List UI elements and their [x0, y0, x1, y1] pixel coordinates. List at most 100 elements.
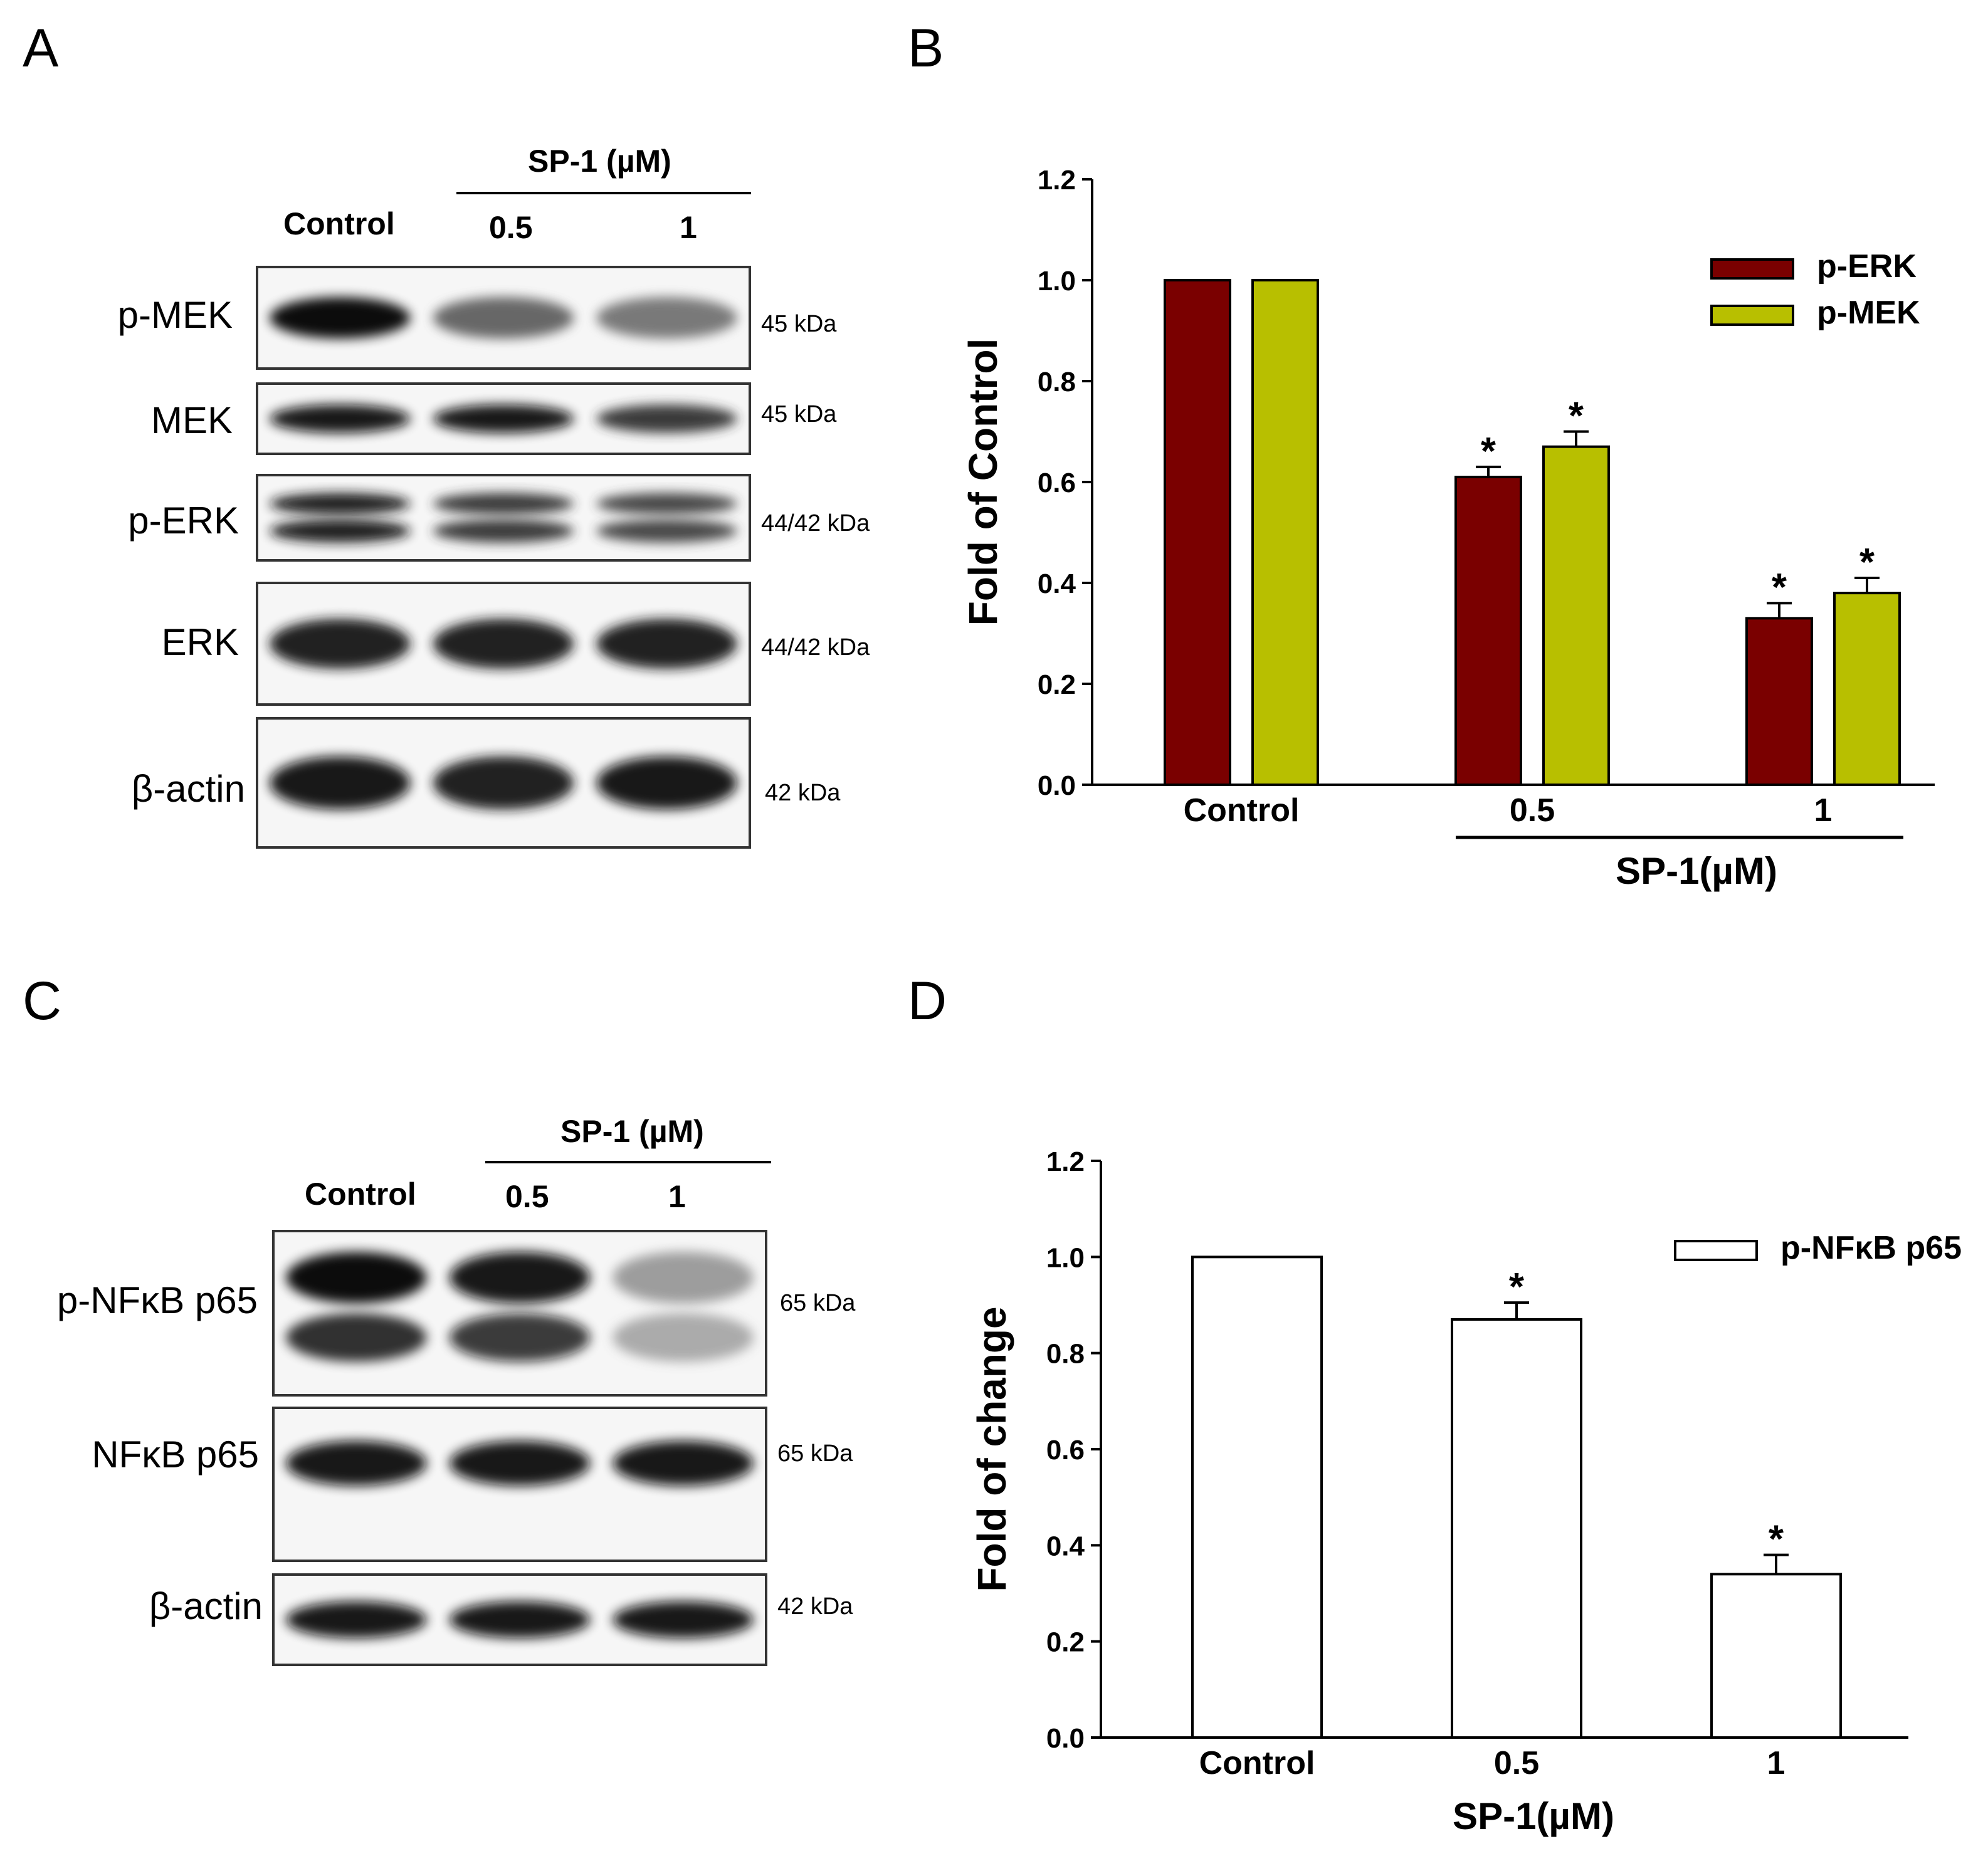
chart-b-significance-mark: * [1481, 430, 1496, 473]
chart-b-x-tick-label: 0.5 [1510, 792, 1555, 829]
blot-c-label-beta-actin: β-actin [149, 1585, 263, 1627]
chart-b-group-label: SP-1(µM) [1616, 850, 1777, 892]
chart-d-y-tick-label: 0.8 [1046, 1339, 1085, 1370]
blot-c-lane-0-5: 0.5 [505, 1179, 549, 1214]
chart-b-y-tick-label: 0.8 [1038, 367, 1076, 397]
blot-band [270, 296, 411, 339]
blot-a-treatment-label: SP-1 (µM) [528, 144, 671, 179]
chart-b-bar-p-mek-1 [1542, 445, 1610, 786]
blot-a-lane-1: 1 [680, 210, 697, 245]
blot-bands [270, 404, 737, 433]
chart-b-bar-p-erk-1 [1454, 475, 1522, 786]
chart-d-y-tick-label: 0.2 [1046, 1627, 1085, 1658]
chart-b-significance-mark: * [1569, 395, 1584, 438]
blot-band [613, 1251, 754, 1304]
blot-band [270, 404, 411, 433]
blot-a-membrane-erk [256, 582, 751, 706]
blot-c-label-p-nfkb-p65: p-NFκB p65 [56, 1279, 258, 1321]
blot-band [596, 756, 737, 810]
chart-b-bar-p-mek-0 [1251, 279, 1319, 786]
blot-a-label-p-erk: p-ERK [128, 500, 239, 542]
blot-band [433, 756, 574, 810]
chart-b-y-tick-label: 0.4 [1038, 569, 1076, 599]
chart-b-significance-mark: * [1859, 541, 1875, 584]
blot-band [433, 619, 574, 669]
blot-a-label-p-mek: p-MEK [117, 294, 233, 336]
blot-c-treatment-line [485, 1161, 771, 1163]
blot-bands [270, 493, 737, 543]
blot-bands [270, 756, 737, 810]
chart-b-y-tick-label: 0.2 [1038, 669, 1076, 700]
chart-d-x-tick-label: 1 [1767, 1745, 1786, 1781]
chart-b-bar-p-mek-2 [1833, 592, 1901, 786]
blot-band [596, 519, 737, 543]
chart-d-y-tick-label: 0.0 [1046, 1723, 1085, 1754]
blot-c-kda-nfkb-p65: 65 kDa [777, 1440, 853, 1467]
blot-bands [270, 619, 737, 669]
blot-c-lane-control: Control [305, 1177, 416, 1212]
blot-band [596, 296, 737, 339]
blot-band [613, 1601, 754, 1638]
chart-b-y-axis-label: Fold of Control [960, 338, 1006, 626]
blot-c-membrane-beta-actin [272, 1573, 767, 1666]
chart-d-x-axis-label: SP-1(µM) [1453, 1795, 1614, 1837]
blot-band [433, 404, 574, 433]
chart-b-x-tick-label: 1 [1814, 792, 1833, 829]
chart-d-legend-label-0: p-NFκB p65 [1780, 1230, 1962, 1266]
blot-c-membrane-nfkb-p65 [272, 1407, 767, 1562]
blot-a-label-erk: ERK [161, 621, 239, 663]
chart-b-x-tick-label: Control [1184, 792, 1300, 829]
blot-band [596, 619, 737, 669]
blot-a-lane-control: Control [283, 206, 395, 241]
blot-c-kda-p-nfkb-p65: 65 kDa [780, 1290, 856, 1316]
blot-band [286, 1313, 427, 1362]
chart-d-x-tick-label: 0.5 [1494, 1745, 1539, 1781]
chart-d-bar-p-nf-b-p65-0 [1191, 1256, 1323, 1739]
chart-d-y-tick-label: 1.2 [1046, 1146, 1085, 1177]
blot-a-lane-0-5: 0.5 [489, 210, 533, 245]
blot-c-lane-1: 1 [668, 1179, 686, 1214]
blot-band [596, 404, 737, 433]
blot-c-kda-beta-actin: 42 kDa [777, 1593, 853, 1620]
blot-band [286, 1601, 427, 1638]
blot-c-label-nfkb-p65: NFκB p65 [92, 1434, 259, 1476]
blot-band [270, 493, 411, 515]
chart-d-y-tick-label: 0.6 [1046, 1435, 1085, 1465]
chart-b-y-tick-label: 1.0 [1038, 266, 1076, 296]
blot-a-kda-p-mek: 45 kDa [761, 311, 837, 337]
blot-a-kda-p-erk: 44/42 kDa [761, 510, 870, 537]
blot-band [286, 1440, 427, 1486]
chart-b-y-tick-label: 0.0 [1038, 770, 1076, 801]
chart-b-y-tick-label: 1.2 [1038, 165, 1076, 196]
chart-d-y-axis-label: Fold of change [969, 1306, 1014, 1591]
chart-b-y-tick-label: 0.6 [1038, 468, 1076, 498]
blot-band [433, 493, 574, 515]
chart-d-bar-p-nf-b-p65-1 [1451, 1318, 1582, 1739]
blot-bands [286, 1251, 754, 1362]
chart-b-legend-label-0: p-ERK [1817, 248, 1917, 285]
panel-letter-b: B [908, 18, 944, 78]
chart-b-bar-p-erk-0 [1164, 279, 1231, 786]
chart-b-significance-mark: * [1772, 566, 1787, 609]
blot-bands [270, 296, 737, 339]
blot-band [613, 1440, 754, 1486]
blot-a-membrane-p-mek [256, 266, 751, 370]
blot-a-label-beta-actin: β-actin [131, 768, 245, 810]
blot-band [596, 493, 737, 515]
chart-b-legend-label-1: p-MEK [1817, 295, 1920, 331]
chart-d-x-tick-label: Control [1199, 1745, 1315, 1781]
blot-band [286, 1251, 427, 1304]
blot-band [270, 756, 411, 810]
blot-bands [286, 1440, 754, 1486]
blot-band [433, 519, 574, 543]
blot-a-label-mek: MEK [150, 399, 233, 441]
blot-c-membrane-p-nfkb-p65 [272, 1230, 767, 1397]
chart-b-legend-swatch-1 [1710, 305, 1794, 326]
blot-a-kda-beta-actin: 42 kDa [765, 780, 841, 806]
panel-letter-c: C [23, 971, 62, 1031]
blot-band [449, 1601, 591, 1638]
blot-a-membrane-p-erk [256, 474, 751, 562]
blot-a-kda-mek: 45 kDa [761, 401, 837, 427]
blot-a-membrane-mek [256, 382, 751, 455]
chart-d-significance-mark: * [1509, 1266, 1525, 1309]
